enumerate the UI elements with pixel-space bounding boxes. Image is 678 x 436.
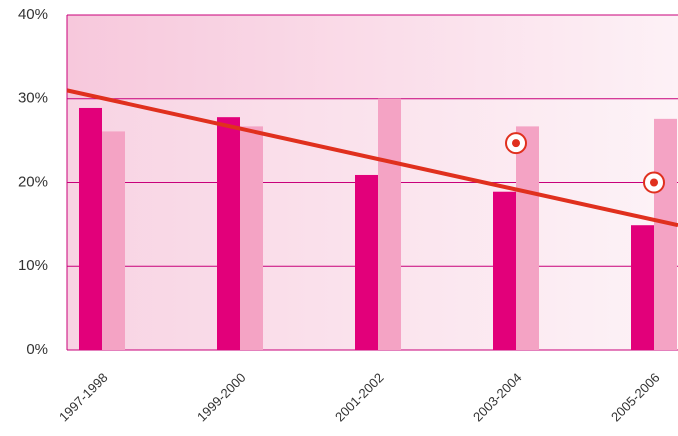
bar — [493, 191, 516, 350]
x-tick-label: 2005-2006 — [608, 370, 663, 425]
target-marker — [505, 132, 527, 155]
y-tick-label: 40% — [18, 6, 48, 23]
trend-line — [66, 88, 678, 228]
x-tick-label: 2001-2002 — [332, 370, 387, 425]
target-marker — [643, 171, 665, 194]
bar — [217, 117, 240, 350]
y-tick-label: 0% — [26, 341, 48, 358]
y-tick-label: 30% — [18, 90, 48, 107]
bar — [516, 126, 539, 350]
y-tick-label: 20% — [18, 173, 48, 190]
x-tick-label: 1997-1998 — [56, 370, 111, 425]
x-tick-label: 1999-2000 — [194, 370, 249, 425]
bar — [654, 118, 677, 350]
bar — [378, 98, 401, 350]
bar — [240, 126, 263, 350]
target-dot — [512, 139, 520, 148]
bar — [355, 174, 378, 350]
bar — [631, 225, 654, 350]
plot-band — [67, 15, 678, 99]
y-tick-label: 10% — [18, 257, 48, 274]
target-dot — [650, 178, 658, 187]
x-tick-label: 2003-2004 — [470, 370, 525, 425]
bar — [79, 107, 102, 351]
bar — [102, 131, 125, 350]
